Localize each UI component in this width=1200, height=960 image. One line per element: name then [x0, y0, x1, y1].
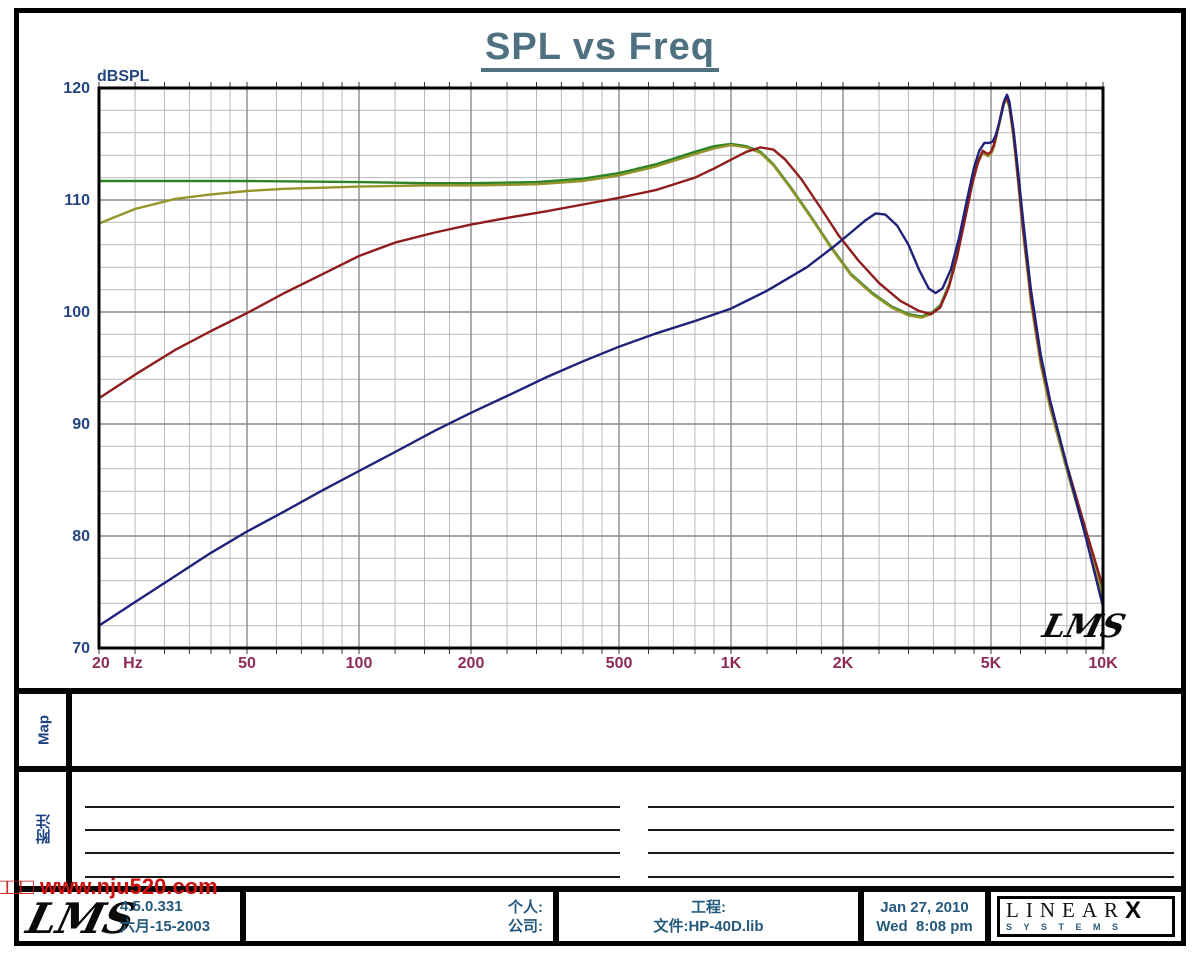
- y-tick-label: 110: [64, 192, 90, 209]
- divider-notes-footer: [19, 886, 1181, 892]
- x-tick-label: 1K: [721, 655, 742, 672]
- footer-separator: [553, 892, 559, 941]
- linearx-logo: LINEARX SYSTEMS: [997, 896, 1175, 937]
- x-tick-label: 10K: [1088, 655, 1118, 672]
- series-line-blue: [97, 93, 1105, 627]
- x-tick-label: 2K: [833, 655, 854, 672]
- y-axis-title: dBSPL: [97, 68, 150, 85]
- note-rule-line: [648, 852, 1174, 854]
- note-rule-line: [648, 876, 1174, 878]
- footer-separator: [858, 892, 864, 941]
- footer-separator: [985, 892, 991, 941]
- x-tick-label: 500: [606, 655, 633, 672]
- divider-rowlabel-column: [66, 694, 72, 886]
- personal-company-cell: 个人: 公司:: [246, 892, 553, 941]
- divider-map-notes: [19, 766, 1181, 772]
- linearx-x-glyph: X: [1125, 897, 1142, 924]
- note-rule-line: [85, 876, 620, 878]
- y-tick-label: 120: [63, 80, 90, 97]
- print-time: Wed 8:08 pm: [876, 917, 973, 935]
- series-line-green: [97, 96, 1105, 598]
- note-rule-line: [85, 852, 620, 854]
- y-tick-label: 70: [72, 640, 90, 657]
- x-tick-label: 20 Hz: [92, 655, 143, 672]
- x-tick-label: 100: [346, 655, 373, 672]
- x-tick-label: 5K: [981, 655, 1002, 672]
- print-date: Jan 27, 2010: [880, 898, 969, 916]
- lms-chart-logo: LMS: [1038, 606, 1130, 644]
- notes-row-label: 附注: [35, 814, 53, 844]
- company-label: 公司:: [508, 917, 543, 935]
- y-tick-label: 90: [72, 416, 90, 433]
- project-label: 工程:: [691, 898, 726, 916]
- version-date: 六月-15-2003: [120, 917, 211, 935]
- note-rule-line: [648, 806, 1174, 808]
- datetime-cell: Jan 27, 2010 Wed 8:08 pm: [864, 892, 985, 941]
- map-row-label: Map: [35, 715, 53, 745]
- series-line-olive: [97, 98, 1105, 599]
- divider-chart-map: [19, 688, 1181, 694]
- version-block: 4.5.0.331 六月-15-2003: [120, 892, 210, 941]
- note-rule-line: [648, 829, 1174, 831]
- y-tick-label: 100: [63, 304, 90, 321]
- note-rule-line: [85, 829, 620, 831]
- y-tick-label: 80: [72, 528, 90, 545]
- linearx-wordmark: LINEAR: [1006, 898, 1125, 922]
- x-tick-label: 200: [458, 655, 485, 672]
- x-tick-label: 50: [238, 655, 256, 672]
- project-file-cell: 工程: 文件:HP-40D.lib: [559, 892, 858, 941]
- footer-separator: [240, 892, 246, 941]
- personal-label: 个人:: [508, 898, 543, 916]
- map-content-area: [76, 694, 1181, 766]
- chart-title: SPL vs Freq: [0, 26, 1200, 72]
- note-rule-line: [85, 806, 620, 808]
- version-number: 4.5.0.331: [120, 897, 183, 915]
- linearx-systems-text: SYSTEMS: [1006, 922, 1130, 932]
- file-label: 文件:HP-40D.lib: [653, 917, 764, 935]
- watermark-text: □□□ www.nju520.com: [0, 874, 218, 899]
- plot-frame: [97, 86, 1105, 650]
